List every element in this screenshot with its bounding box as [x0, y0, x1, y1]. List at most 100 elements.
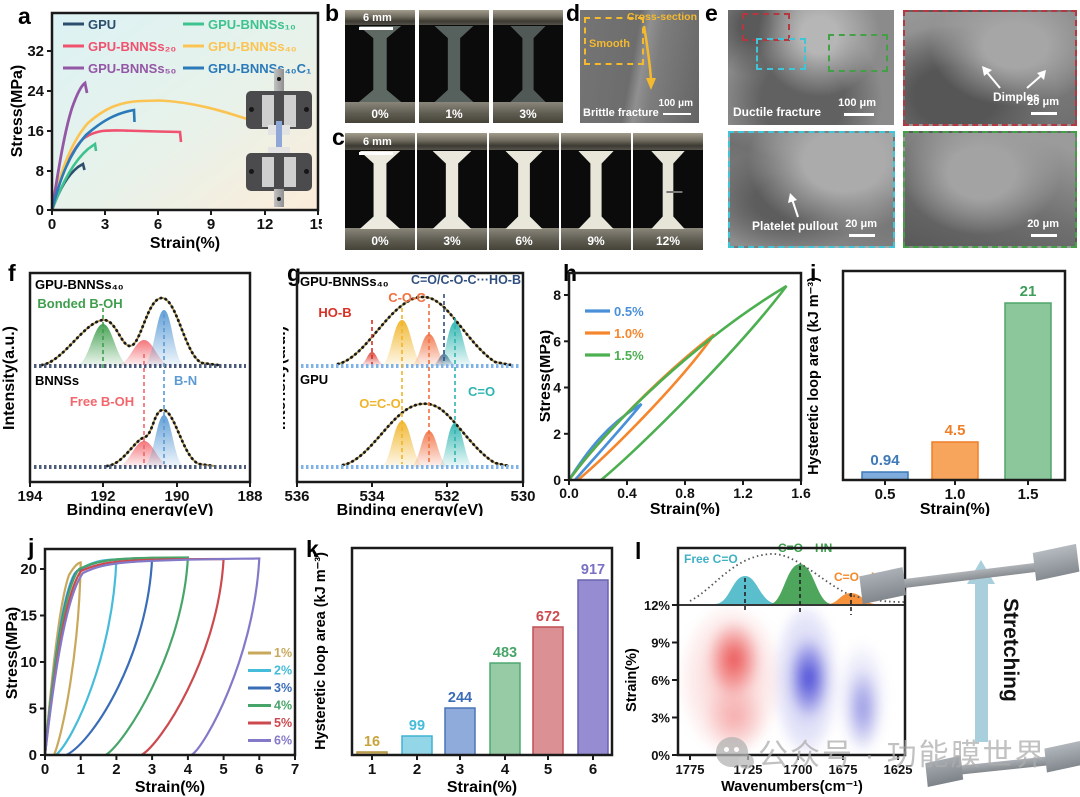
strain-label: 0% [371, 234, 389, 248]
svg-text:0: 0 [36, 202, 44, 219]
svg-text:20: 20 [20, 561, 37, 578]
y-axis-label: Stress(MPa) [540, 330, 554, 422]
strain-label: 6% [515, 234, 533, 248]
svg-text:532: 532 [434, 488, 459, 505]
sample-strip [276, 121, 282, 161]
svg-text:6: 6 [255, 761, 263, 778]
svg-text:2: 2 [413, 761, 421, 778]
x-tick-labels: 0 1 2 3 4 5 6 7 [41, 761, 299, 778]
svg-text:12: 12 [257, 216, 274, 233]
peak-free-co [715, 576, 778, 604]
y-tick-labels: 0 8 16 24 32 [27, 43, 44, 219]
svg-text:15: 15 [20, 608, 37, 625]
scale-bar-label: 6 mm [363, 12, 392, 24]
bar-4 [489, 662, 521, 756]
y-tick-labels: 0 2 4 6 8 [553, 287, 561, 488]
svg-text:1.2: 1.2 [733, 485, 753, 501]
panel-c-photo-0: 6 mm 0% [345, 133, 415, 250]
peak-co-top [437, 322, 475, 366]
cycle-1pct [43, 561, 82, 756]
y-axis-label: Stress(MPa) [5, 607, 21, 699]
peak-co-bottom [437, 423, 475, 467]
bar-value: 21 [1020, 283, 1037, 300]
dimples-label: Dimples [993, 90, 1040, 104]
xps-b1s-chart: GPU-BNNSs₄₀ Bonded B-OH BNNSs B-N Free B… [2, 271, 263, 516]
svg-text:1.5: 1.5 [1018, 486, 1039, 503]
watermark-text: 公众号 · 功能膜世界 [758, 739, 1047, 772]
bar-values: 16 99 244 483 672 917 [364, 562, 605, 750]
dimple-arrows [982, 66, 1046, 89]
sample-silhouette [505, 151, 543, 229]
data-points-bottom [105, 408, 216, 468]
panel-g: GPU-BNNSs₄₀ C=O/C-O-C···HO-B C-O-C HO-B … [283, 258, 575, 516]
panel-l-label: l [635, 538, 642, 564]
cycle-4pct [43, 556, 190, 756]
x-axis-label: Strain(%) [650, 501, 720, 516]
svg-text:3: 3 [148, 761, 156, 778]
svg-text:194: 194 [17, 488, 43, 505]
red-region-box [742, 13, 790, 41]
svg-text:7: 7 [291, 761, 299, 778]
svg-text:6: 6 [553, 333, 561, 349]
x-tick-labels: 536 534 532 530 [284, 488, 535, 505]
sample-silhouette [651, 151, 685, 229]
y-axis-label: Hysteretic loop area (kJ m⁻³) [806, 277, 822, 475]
svg-text:GPU-BNNSs₅₀: GPU-BNNSs₅₀ [88, 61, 177, 76]
svg-text:0%: 0% [651, 748, 670, 763]
svg-text:GPU: GPU [88, 17, 116, 32]
bar-1.0 [931, 441, 979, 481]
x-tick-labels: 0 3 6 9 12 15 [48, 216, 322, 233]
svg-text:2: 2 [112, 761, 120, 778]
green-region-box [828, 34, 888, 72]
svg-text:0.0: 0.0 [559, 485, 579, 501]
x-axis-label: Strain(%) [447, 779, 517, 796]
scale-bar [849, 234, 875, 237]
legend: GPU GPU-BNNSs₂₀ GPU-BNNSs₅₀ GPU-BNNSs₁₀ … [63, 17, 311, 76]
svg-text:0: 0 [29, 747, 37, 764]
svg-text:12%: 12% [644, 598, 670, 613]
stretching-arrow-shaft [975, 582, 988, 742]
y-axis-label: Intensity(a.u.) [283, 326, 289, 430]
scale-bar [359, 152, 393, 155]
scale-label: 100 μm [838, 97, 876, 109]
svg-text:530: 530 [510, 488, 535, 505]
y-axis-label: Stress(MPa) [9, 65, 26, 157]
svg-text:2%: 2% [274, 664, 292, 678]
svg-text:99: 99 [409, 718, 425, 734]
panel-b-label: b [325, 0, 340, 26]
peak-oco-bottom [380, 421, 426, 467]
loop-area-bar-chart: 0.94 4.5 21 0.5 1.0 1.5 Strain(%) Hysteret… [806, 269, 1067, 516]
plot-frame [50, 11, 320, 212]
plot-frame [43, 547, 297, 757]
svg-text:1.0%: 1.0% [614, 326, 644, 341]
axis-ticks [47, 50, 319, 215]
svg-text:1625: 1625 [884, 762, 913, 777]
peak-coc-bottom [409, 431, 450, 467]
blue-band-core [789, 638, 829, 718]
scale-bar-label: 6 mm [363, 136, 392, 148]
svg-text:1%: 1% [274, 646, 292, 660]
panel-c-photo-2: 6% [489, 133, 559, 250]
sample-silhouette [359, 151, 401, 229]
strain-label: 9% [587, 234, 605, 248]
bar-3 [444, 707, 476, 756]
svg-text:0: 0 [553, 472, 561, 488]
svg-text:672: 672 [536, 609, 560, 625]
svg-text:192: 192 [90, 488, 115, 505]
svg-text:1: 1 [77, 761, 85, 778]
svg-text:188: 188 [237, 488, 262, 505]
svg-text:5%: 5% [274, 716, 292, 730]
panel-d-label: d [566, 0, 581, 26]
svg-text:3: 3 [456, 761, 464, 778]
bar-5 [532, 626, 564, 756]
svg-text:5: 5 [29, 701, 37, 718]
panel-d-sem: Smooth Cross-section Brittle fracture 10… [580, 10, 699, 123]
svg-text:GPU-BNNSs₄₀: GPU-BNNSs₄₀ [208, 39, 297, 54]
free-co-label: Free C=O [684, 552, 738, 566]
svg-text:4: 4 [184, 761, 193, 778]
pullout-arrow [788, 193, 799, 218]
panel-c-photo-3: 9% [561, 133, 631, 250]
svg-text:1675: 1675 [829, 762, 858, 777]
svg-text:3%: 3% [651, 711, 670, 726]
